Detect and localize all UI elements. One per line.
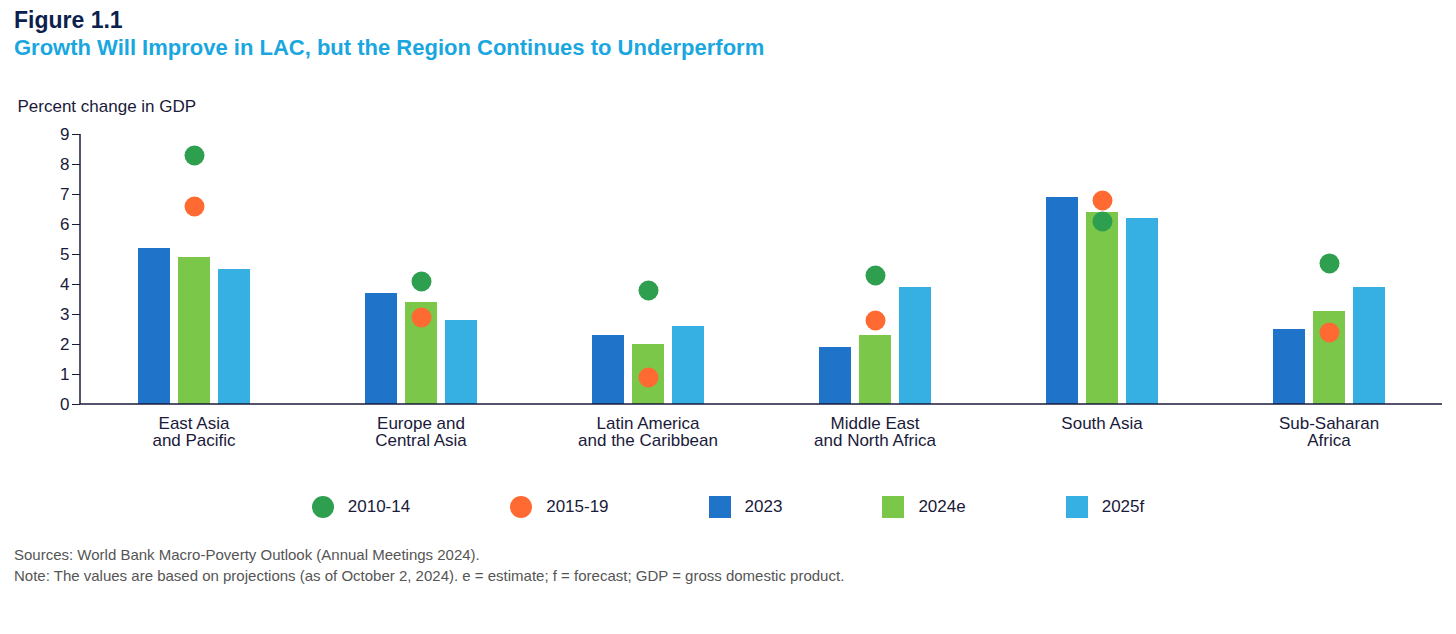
svg-text:Percent change in GDP: Percent change in GDP: [18, 97, 197, 116]
svg-text:East Asiaand Pacific: East Asiaand Pacific: [152, 414, 236, 450]
html-text:2010-14: 2010-14: [347, 497, 411, 516]
svg-text:Latin Americaand the Caribbean: Latin Americaand the Caribbean: [578, 414, 718, 450]
html-text:2015-19: 2015-19: [546, 497, 609, 516]
svg-text:South Asia: South Asia: [1061, 414, 1143, 433]
svg-text:6: 6: [60, 215, 69, 234]
html-text:2025f: 2025f: [1101, 497, 1145, 516]
svg-text:4: 4: [60, 275, 69, 294]
html-text:Figure 1.1: Figure 1.1: [14, 7, 123, 33]
html-text:Note: The values are based on: Note: The values are based on projection…: [14, 567, 845, 584]
svg-text:2: 2: [60, 335, 69, 354]
svg-text:3: 3: [60, 305, 69, 324]
svg-text:Sub-SaharanAfrica: Sub-SaharanAfrica: [1279, 414, 1379, 450]
svg-text:0: 0: [60, 395, 69, 414]
svg-text:7: 7: [60, 185, 69, 204]
svg-text:8: 8: [60, 155, 69, 174]
svg-text:5: 5: [60, 245, 69, 264]
svg-text:9: 9: [60, 125, 69, 144]
html-text:Sources: World Bank Macro-Pove: Sources: World Bank Macro-Poverty Outloo…: [14, 546, 480, 563]
svg-text:1: 1: [60, 365, 69, 384]
svg-text:Middle Eastand North Africa: Middle Eastand North Africa: [814, 414, 936, 450]
html-text:2023: 2023: [744, 497, 783, 516]
svg-text:Europe andCentral Asia: Europe andCentral Asia: [375, 414, 467, 450]
html-text:2024e: 2024e: [918, 497, 966, 516]
html-text:Growth Will Improve in LAC, bu: Growth Will Improve in LAC, but the Regi…: [14, 35, 765, 60]
